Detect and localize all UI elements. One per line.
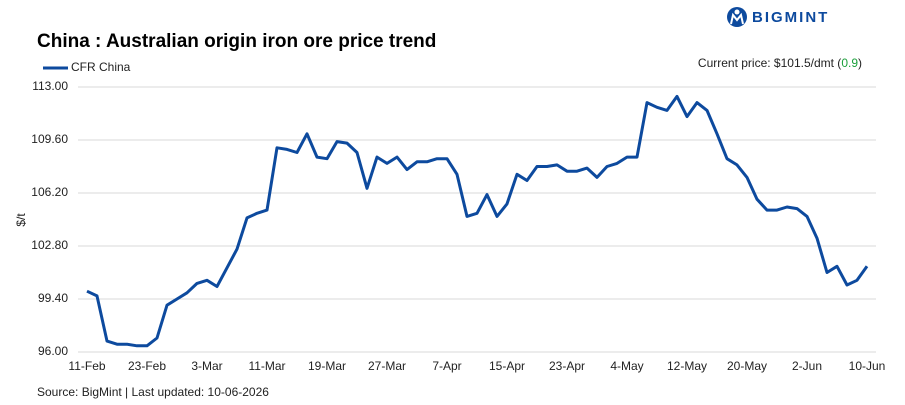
legend-label: CFR China [71,60,131,74]
source: Source: BigMint | Last updated: 10-06-20… [37,385,269,399]
x-tick-label: 19-Mar [308,359,346,373]
current-price-close: ) [858,56,862,70]
y-tick-label: 106.20 [31,185,68,199]
y-tick-label: 102.80 [31,238,68,252]
x-tick-label: 7-Apr [432,359,461,373]
y-axis-label: $/t [14,213,28,227]
x-tick-label: 27-Mar [368,359,406,373]
x-tick-label: 15-Apr [489,359,525,373]
x-tick-label: 11-Mar [248,359,285,373]
x-tick-label: 2-Jun [792,359,822,373]
x-tick-label: 4-May [610,359,643,373]
x-tick-label: 3-Mar [191,359,222,373]
x-tick-label: 23-Feb [128,359,166,373]
x-tick-label: 23-Apr [549,359,585,373]
chart-title: China : Australian origin iron ore price… [37,31,436,52]
current-price-text: Current price: $101.5/dmt ( [698,56,841,70]
x-tick-label: 11-Feb [68,359,105,373]
y-tick-label: 113.00 [32,79,68,93]
current-price-change: 0.9 [841,56,858,70]
brand-name: BIGMINT [752,9,829,26]
y-tick-label: 99.40 [38,291,68,305]
y-tick-label: 109.60 [31,132,68,146]
logo-icon-dot [734,9,740,15]
x-tick-label: 20-May [727,359,767,373]
logo-icon-mark [730,12,744,25]
x-tick-label: 10-Jun [849,359,886,373]
brand-logo: BIGMINT [727,7,829,27]
series-line [86,94,869,348]
x-tick-label: 12-May [667,359,707,373]
current-price: Current price: $101.5/dmt (0.9) [698,56,862,70]
y-tick-label: 96.00 [38,344,68,358]
